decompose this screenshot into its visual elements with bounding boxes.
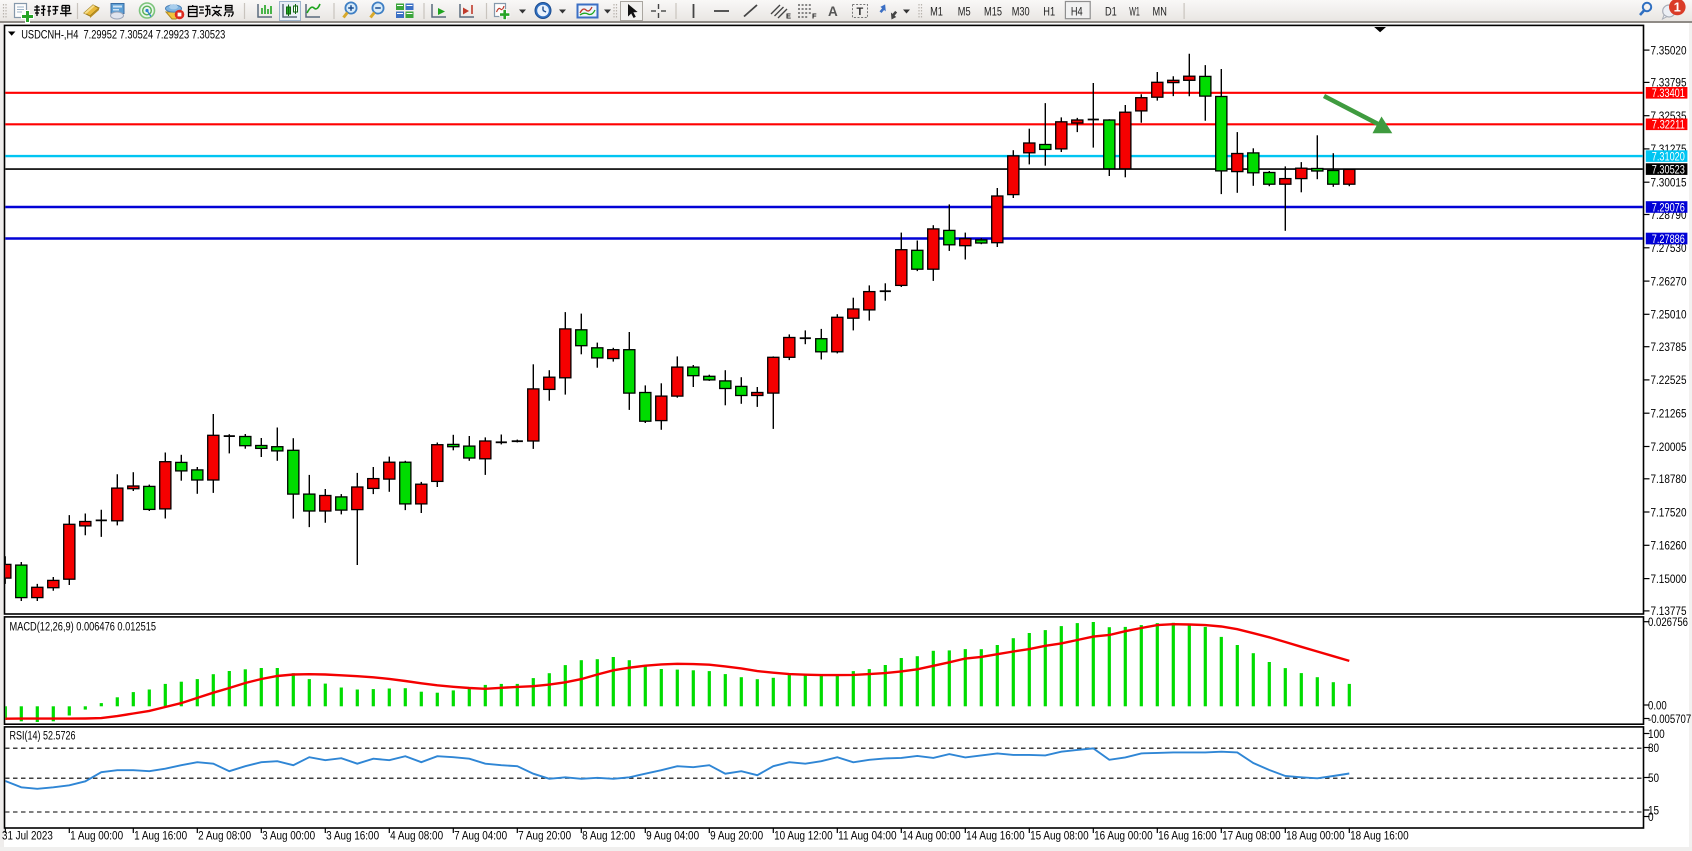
svg-text:7.22525: 7.22525 — [1651, 373, 1687, 387]
svg-text:T: T — [857, 6, 864, 18]
svg-text:15 Aug 08:00: 15 Aug 08:00 — [1030, 828, 1089, 842]
svg-text:7.32211: 7.32211 — [1652, 118, 1685, 132]
svg-text:D1: D1 — [1105, 4, 1117, 18]
svg-text:11 Aug 04:00: 11 Aug 04:00 — [838, 828, 897, 842]
svg-text:7.13775: 7.13775 — [1651, 604, 1687, 618]
svg-text:7 Aug 20:00: 7 Aug 20:00 — [518, 828, 571, 842]
svg-text:31 Jul 2023: 31 Jul 2023 — [2, 828, 53, 842]
svg-text:18 Aug 00:00: 18 Aug 00:00 — [1286, 828, 1345, 842]
svg-text:MACD(12,26,9) 0.006476 0.01251: MACD(12,26,9) 0.006476 0.012515 — [10, 619, 157, 633]
svg-text:7.17520: 7.17520 — [1651, 505, 1687, 519]
svg-text:7.15000: 7.15000 — [1651, 572, 1687, 586]
svg-text:7.29076: 7.29076 — [1652, 200, 1685, 214]
svg-text:2 Aug 08:00: 2 Aug 08:00 — [198, 828, 251, 842]
svg-text:7.20005: 7.20005 — [1651, 440, 1687, 454]
svg-text:A: A — [828, 4, 838, 19]
svg-text:7.18780: 7.18780 — [1651, 472, 1687, 486]
svg-text:10 Aug 12:00: 10 Aug 12:00 — [774, 828, 833, 842]
svg-text:3 Aug 16:00: 3 Aug 16:00 — [326, 828, 379, 842]
svg-text:7.25010: 7.25010 — [1651, 308, 1687, 322]
svg-text:3 Aug 00:00: 3 Aug 00:00 — [262, 828, 315, 842]
svg-text:0: 0 — [1648, 810, 1654, 824]
svg-text:7.27886: 7.27886 — [1652, 232, 1685, 246]
svg-text:14 Aug 00:00: 14 Aug 00:00 — [902, 828, 961, 842]
svg-text:M15: M15 — [984, 4, 1002, 18]
svg-text:8 Aug 12:00: 8 Aug 12:00 — [582, 828, 635, 842]
svg-text:E: E — [786, 12, 791, 21]
svg-text:1 Aug 16:00: 1 Aug 16:00 — [134, 828, 187, 842]
svg-text:50: 50 — [1648, 771, 1659, 785]
svg-text:9 Aug 04:00: 9 Aug 04:00 — [646, 828, 699, 842]
svg-text:7.16260: 7.16260 — [1651, 539, 1687, 553]
svg-text:7.31020: 7.31020 — [1652, 149, 1685, 163]
svg-text:7.21265: 7.21265 — [1651, 407, 1687, 421]
svg-text:7.26270: 7.26270 — [1651, 274, 1687, 288]
svg-text:F: F — [812, 12, 817, 21]
svg-text:100: 100 — [1648, 727, 1665, 741]
svg-text:H4: H4 — [1071, 4, 1083, 18]
svg-text:-0.005707: -0.005707 — [1648, 712, 1691, 726]
svg-text:7.27530: 7.27530 — [1651, 241, 1687, 255]
svg-text:USDCNH-,H4 7.29952 7.30524 7.: USDCNH-,H4 7.29952 7.30524 7.29923 7.305… — [21, 27, 225, 41]
svg-text:M5: M5 — [958, 4, 971, 18]
svg-text:MN: MN — [1153, 4, 1167, 18]
svg-text:M1: M1 — [930, 4, 943, 18]
svg-text:W1: W1 — [1129, 4, 1140, 18]
svg-text:9 Aug 20:00: 9 Aug 20:00 — [710, 828, 763, 842]
svg-text:7.30015: 7.30015 — [1651, 176, 1687, 190]
svg-text:0.026756: 0.026756 — [1648, 615, 1688, 629]
svg-text:18 Aug 16:00: 18 Aug 16:00 — [1350, 828, 1409, 842]
svg-text:7.30523: 7.30523 — [1652, 162, 1685, 176]
svg-text:17 Aug 08:00: 17 Aug 08:00 — [1222, 828, 1281, 842]
svg-text:0.00: 0.00 — [1648, 698, 1667, 712]
svg-text:H1: H1 — [1043, 4, 1055, 18]
svg-text:7.33401: 7.33401 — [1652, 86, 1685, 100]
svg-text:7.33795: 7.33795 — [1651, 76, 1687, 90]
svg-text:14 Aug 16:00: 14 Aug 16:00 — [966, 828, 1025, 842]
svg-text:7.23785: 7.23785 — [1651, 340, 1687, 354]
svg-text:1 Aug 00:00: 1 Aug 00:00 — [70, 828, 123, 842]
svg-text:16 Aug 00:00: 16 Aug 00:00 — [1094, 828, 1153, 842]
svg-text:4 Aug 08:00: 4 Aug 08:00 — [390, 828, 443, 842]
svg-text:15: 15 — [1648, 803, 1659, 817]
svg-text:7.35020: 7.35020 — [1651, 43, 1687, 57]
svg-text:7 Aug 04:00: 7 Aug 04:00 — [454, 828, 507, 842]
svg-text:RSI(14) 52.5726: RSI(14) 52.5726 — [10, 729, 76, 743]
svg-text:M30: M30 — [1012, 4, 1030, 18]
svg-text:16 Aug 16:00: 16 Aug 16:00 — [1158, 828, 1217, 842]
svg-text:1: 1 — [1674, 0, 1681, 15]
svg-text:80: 80 — [1648, 741, 1659, 755]
